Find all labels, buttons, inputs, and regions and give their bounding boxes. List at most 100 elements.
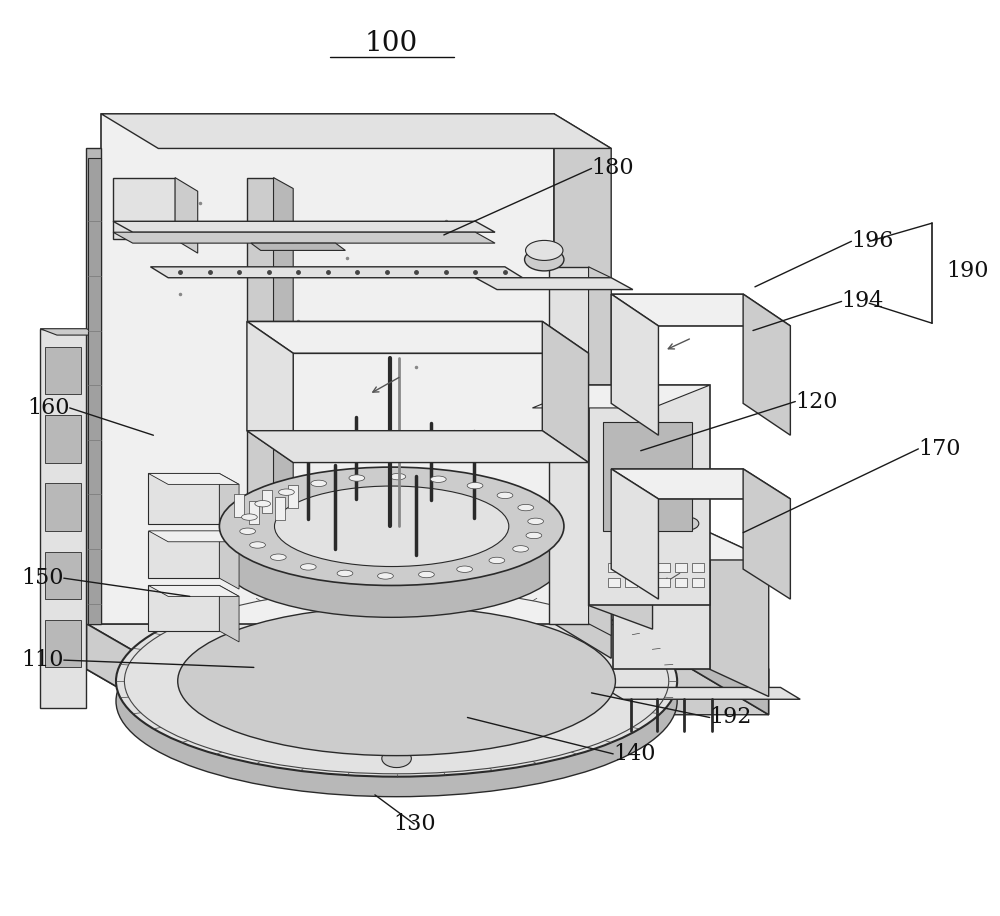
Bar bbox=[675, 578, 687, 587]
Bar bbox=[234, 495, 244, 518]
Polygon shape bbox=[219, 585, 239, 642]
Polygon shape bbox=[113, 233, 495, 243]
Ellipse shape bbox=[240, 528, 256, 534]
Ellipse shape bbox=[279, 489, 294, 496]
Polygon shape bbox=[549, 267, 589, 624]
Ellipse shape bbox=[250, 541, 265, 548]
Polygon shape bbox=[274, 178, 293, 524]
Bar bbox=[45, 551, 81, 599]
Ellipse shape bbox=[677, 518, 699, 530]
Ellipse shape bbox=[457, 566, 472, 572]
Ellipse shape bbox=[219, 467, 564, 585]
Bar bbox=[608, 578, 620, 587]
Ellipse shape bbox=[654, 514, 675, 527]
Ellipse shape bbox=[116, 585, 677, 777]
Polygon shape bbox=[247, 178, 274, 513]
Bar bbox=[692, 578, 704, 587]
Bar bbox=[625, 562, 637, 572]
Polygon shape bbox=[554, 114, 611, 659]
Ellipse shape bbox=[255, 500, 271, 507]
Polygon shape bbox=[613, 533, 769, 560]
Bar bbox=[642, 578, 654, 587]
Polygon shape bbox=[113, 222, 495, 233]
Ellipse shape bbox=[378, 572, 393, 579]
Bar bbox=[608, 562, 620, 572]
Polygon shape bbox=[86, 148, 101, 624]
Ellipse shape bbox=[311, 480, 327, 486]
Polygon shape bbox=[148, 474, 239, 485]
Polygon shape bbox=[113, 178, 175, 239]
Bar bbox=[603, 421, 692, 531]
Bar bbox=[675, 562, 687, 572]
Polygon shape bbox=[219, 474, 239, 534]
Ellipse shape bbox=[270, 554, 286, 561]
Ellipse shape bbox=[390, 474, 406, 480]
Polygon shape bbox=[743, 294, 790, 435]
Polygon shape bbox=[86, 624, 769, 670]
Ellipse shape bbox=[411, 716, 440, 735]
Ellipse shape bbox=[489, 557, 505, 563]
Polygon shape bbox=[251, 243, 345, 250]
Polygon shape bbox=[86, 670, 769, 714]
Ellipse shape bbox=[526, 240, 563, 260]
Polygon shape bbox=[101, 114, 611, 148]
Bar bbox=[249, 501, 259, 524]
Ellipse shape bbox=[497, 492, 513, 498]
Polygon shape bbox=[88, 158, 101, 624]
Ellipse shape bbox=[467, 483, 483, 489]
Polygon shape bbox=[589, 385, 710, 605]
Ellipse shape bbox=[382, 749, 411, 768]
Bar bbox=[288, 485, 298, 508]
Polygon shape bbox=[532, 385, 710, 408]
Polygon shape bbox=[247, 322, 589, 354]
Bar bbox=[45, 347, 81, 394]
Text: 130: 130 bbox=[393, 813, 436, 835]
Polygon shape bbox=[542, 322, 589, 463]
Text: 150: 150 bbox=[21, 567, 64, 589]
Bar bbox=[658, 578, 670, 587]
Polygon shape bbox=[613, 533, 710, 670]
Text: 190: 190 bbox=[946, 260, 988, 282]
Ellipse shape bbox=[513, 546, 528, 552]
Ellipse shape bbox=[219, 499, 564, 617]
Ellipse shape bbox=[630, 516, 652, 529]
Ellipse shape bbox=[274, 486, 509, 566]
Polygon shape bbox=[148, 585, 239, 596]
Polygon shape bbox=[148, 474, 219, 524]
Ellipse shape bbox=[337, 570, 353, 576]
Text: 196: 196 bbox=[851, 230, 894, 252]
Text: 192: 192 bbox=[710, 706, 752, 728]
Polygon shape bbox=[692, 624, 769, 714]
Bar bbox=[625, 578, 637, 587]
Polygon shape bbox=[219, 531, 239, 589]
Polygon shape bbox=[175, 178, 198, 253]
Polygon shape bbox=[611, 469, 658, 599]
Ellipse shape bbox=[419, 572, 434, 578]
Bar bbox=[642, 562, 654, 572]
Bar bbox=[275, 497, 285, 520]
Text: 120: 120 bbox=[795, 390, 838, 412]
Polygon shape bbox=[603, 687, 800, 699]
Polygon shape bbox=[86, 624, 165, 714]
Text: 170: 170 bbox=[918, 438, 961, 460]
Ellipse shape bbox=[518, 505, 534, 511]
Bar bbox=[45, 484, 81, 531]
Polygon shape bbox=[40, 329, 101, 335]
Polygon shape bbox=[101, 114, 554, 624]
Polygon shape bbox=[150, 267, 523, 278]
Ellipse shape bbox=[525, 248, 564, 271]
Bar bbox=[692, 562, 704, 572]
Text: 100: 100 bbox=[365, 30, 418, 57]
Polygon shape bbox=[475, 278, 633, 289]
Polygon shape bbox=[148, 531, 219, 578]
Ellipse shape bbox=[178, 606, 615, 756]
Bar bbox=[45, 415, 81, 463]
Polygon shape bbox=[247, 322, 293, 463]
Ellipse shape bbox=[300, 563, 316, 570]
Ellipse shape bbox=[430, 476, 446, 483]
Ellipse shape bbox=[526, 532, 542, 539]
Polygon shape bbox=[611, 294, 790, 326]
Bar bbox=[262, 490, 272, 513]
Polygon shape bbox=[589, 385, 653, 629]
Polygon shape bbox=[40, 329, 86, 708]
